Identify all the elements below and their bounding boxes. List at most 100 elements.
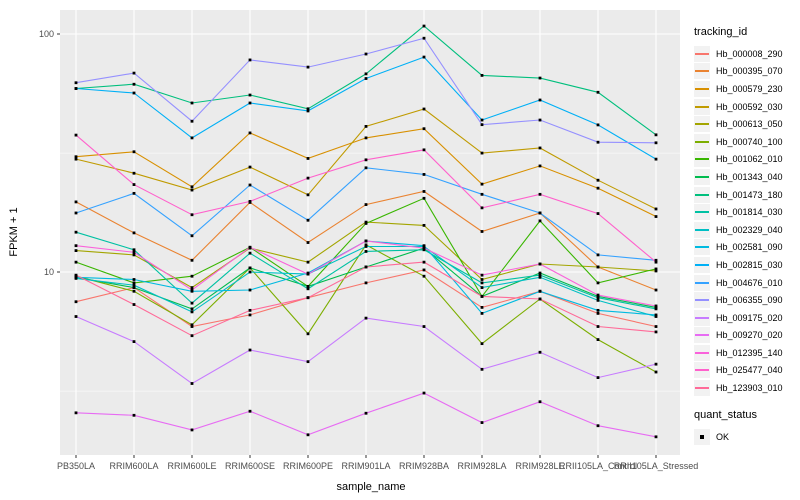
point-marker <box>364 136 368 140</box>
point-marker <box>364 203 368 206</box>
point-marker <box>190 258 194 262</box>
point-marker <box>306 260 310 264</box>
point-marker <box>74 155 78 159</box>
legend-key-swatch-icon <box>694 151 710 168</box>
point-marker <box>654 435 658 439</box>
point-marker <box>132 91 136 95</box>
point-marker <box>306 284 310 288</box>
point-marker <box>480 286 484 289</box>
point-marker <box>132 289 136 293</box>
point-marker <box>596 123 600 127</box>
point-marker <box>248 409 252 413</box>
point-marker <box>306 296 310 300</box>
legend-item: Hb_123903_010 <box>694 379 800 397</box>
point-marker <box>596 311 600 315</box>
point-marker <box>364 77 368 80</box>
point-marker <box>538 146 542 150</box>
point-marker <box>74 200 78 204</box>
legend-item: Hb_002329_040 <box>694 221 800 239</box>
point-marker <box>422 248 426 252</box>
point-marker <box>306 360 310 364</box>
legend-key-swatch-icon <box>694 362 710 379</box>
point-marker <box>480 123 484 127</box>
point-marker <box>248 93 252 97</box>
point-marker <box>74 411 78 415</box>
point-marker <box>364 281 368 285</box>
point-marker <box>596 325 600 328</box>
point-marker <box>538 219 542 223</box>
point-marker <box>364 250 368 253</box>
point-marker <box>74 275 78 279</box>
point-marker <box>538 118 542 122</box>
point-marker <box>74 133 78 137</box>
legend-label: Hb_001814_030 <box>716 207 783 218</box>
point-marker <box>190 188 194 192</box>
point-marker <box>306 107 310 111</box>
point-marker <box>654 141 658 145</box>
legend-label: Hb_001473_180 <box>716 189 783 200</box>
plot-panel <box>60 10 680 455</box>
point-marker <box>74 273 78 277</box>
point-marker <box>190 101 194 105</box>
point-marker <box>422 36 426 40</box>
point-marker <box>248 165 252 169</box>
legend-label: Hb_002815_030 <box>716 259 783 270</box>
point-marker <box>74 230 78 234</box>
y-tick-label: 100 <box>39 29 54 39</box>
point-marker <box>422 190 426 193</box>
point-marker <box>654 325 658 328</box>
point-marker <box>596 186 600 190</box>
x-tick-label: RRIM600LE <box>167 461 216 471</box>
x-tick-label: RRIM600SE <box>225 461 275 471</box>
point-marker <box>364 316 368 320</box>
x-tick-label: RRIM600LA <box>109 461 158 471</box>
point-marker <box>248 266 252 270</box>
point-marker <box>422 107 426 111</box>
point-marker <box>480 192 484 196</box>
legend-key-swatch-icon <box>694 380 710 397</box>
point-marker <box>364 52 368 56</box>
legend-key-swatch-icon <box>694 292 710 309</box>
point-marker <box>190 307 194 311</box>
point-marker <box>480 151 484 155</box>
legend-item: Hb_001814_030 <box>694 203 800 221</box>
point-marker <box>132 253 136 257</box>
legend-label: Hb_000740_100 <box>716 136 783 147</box>
point-marker <box>306 287 310 291</box>
legend-label: Hb_002581_090 <box>716 242 783 253</box>
point-marker <box>248 245 252 249</box>
point-marker <box>480 294 484 298</box>
point-marker <box>538 211 542 215</box>
point-marker <box>364 265 368 269</box>
legend-item: Hb_001473_180 <box>694 186 800 204</box>
legend-label: Hb_000592_030 <box>716 101 783 112</box>
point-marker <box>364 125 368 128</box>
legend-key-swatch-icon <box>694 256 710 273</box>
y-tick-label: 10 <box>44 267 54 277</box>
point-marker <box>480 182 484 186</box>
point-marker <box>654 288 658 292</box>
point-marker <box>306 241 310 244</box>
point-marker <box>364 245 368 248</box>
x-tick-label: RRIM928LA <box>457 461 506 471</box>
point-marker <box>480 273 484 277</box>
point-marker <box>306 157 310 160</box>
legend-item: Hb_012395_140 <box>694 344 800 362</box>
legend-label: Hb_006355_090 <box>716 295 783 306</box>
quant-ok-square-icon <box>694 428 710 445</box>
legend-key-swatch-icon <box>694 133 710 150</box>
point-marker <box>132 171 136 175</box>
point-marker <box>654 207 658 211</box>
point-marker <box>306 433 310 437</box>
point-marker <box>596 296 600 300</box>
point-marker <box>480 206 484 210</box>
legend-title-quant-status: quant_status <box>694 408 757 421</box>
legend-item: Hb_002815_030 <box>694 256 800 274</box>
point-marker <box>132 82 136 86</box>
point-marker <box>422 55 426 59</box>
point-marker <box>248 101 252 105</box>
point-marker <box>190 274 194 278</box>
point-marker <box>132 340 136 343</box>
legend-key-swatch-icon <box>694 274 710 291</box>
point-marker <box>132 283 136 287</box>
